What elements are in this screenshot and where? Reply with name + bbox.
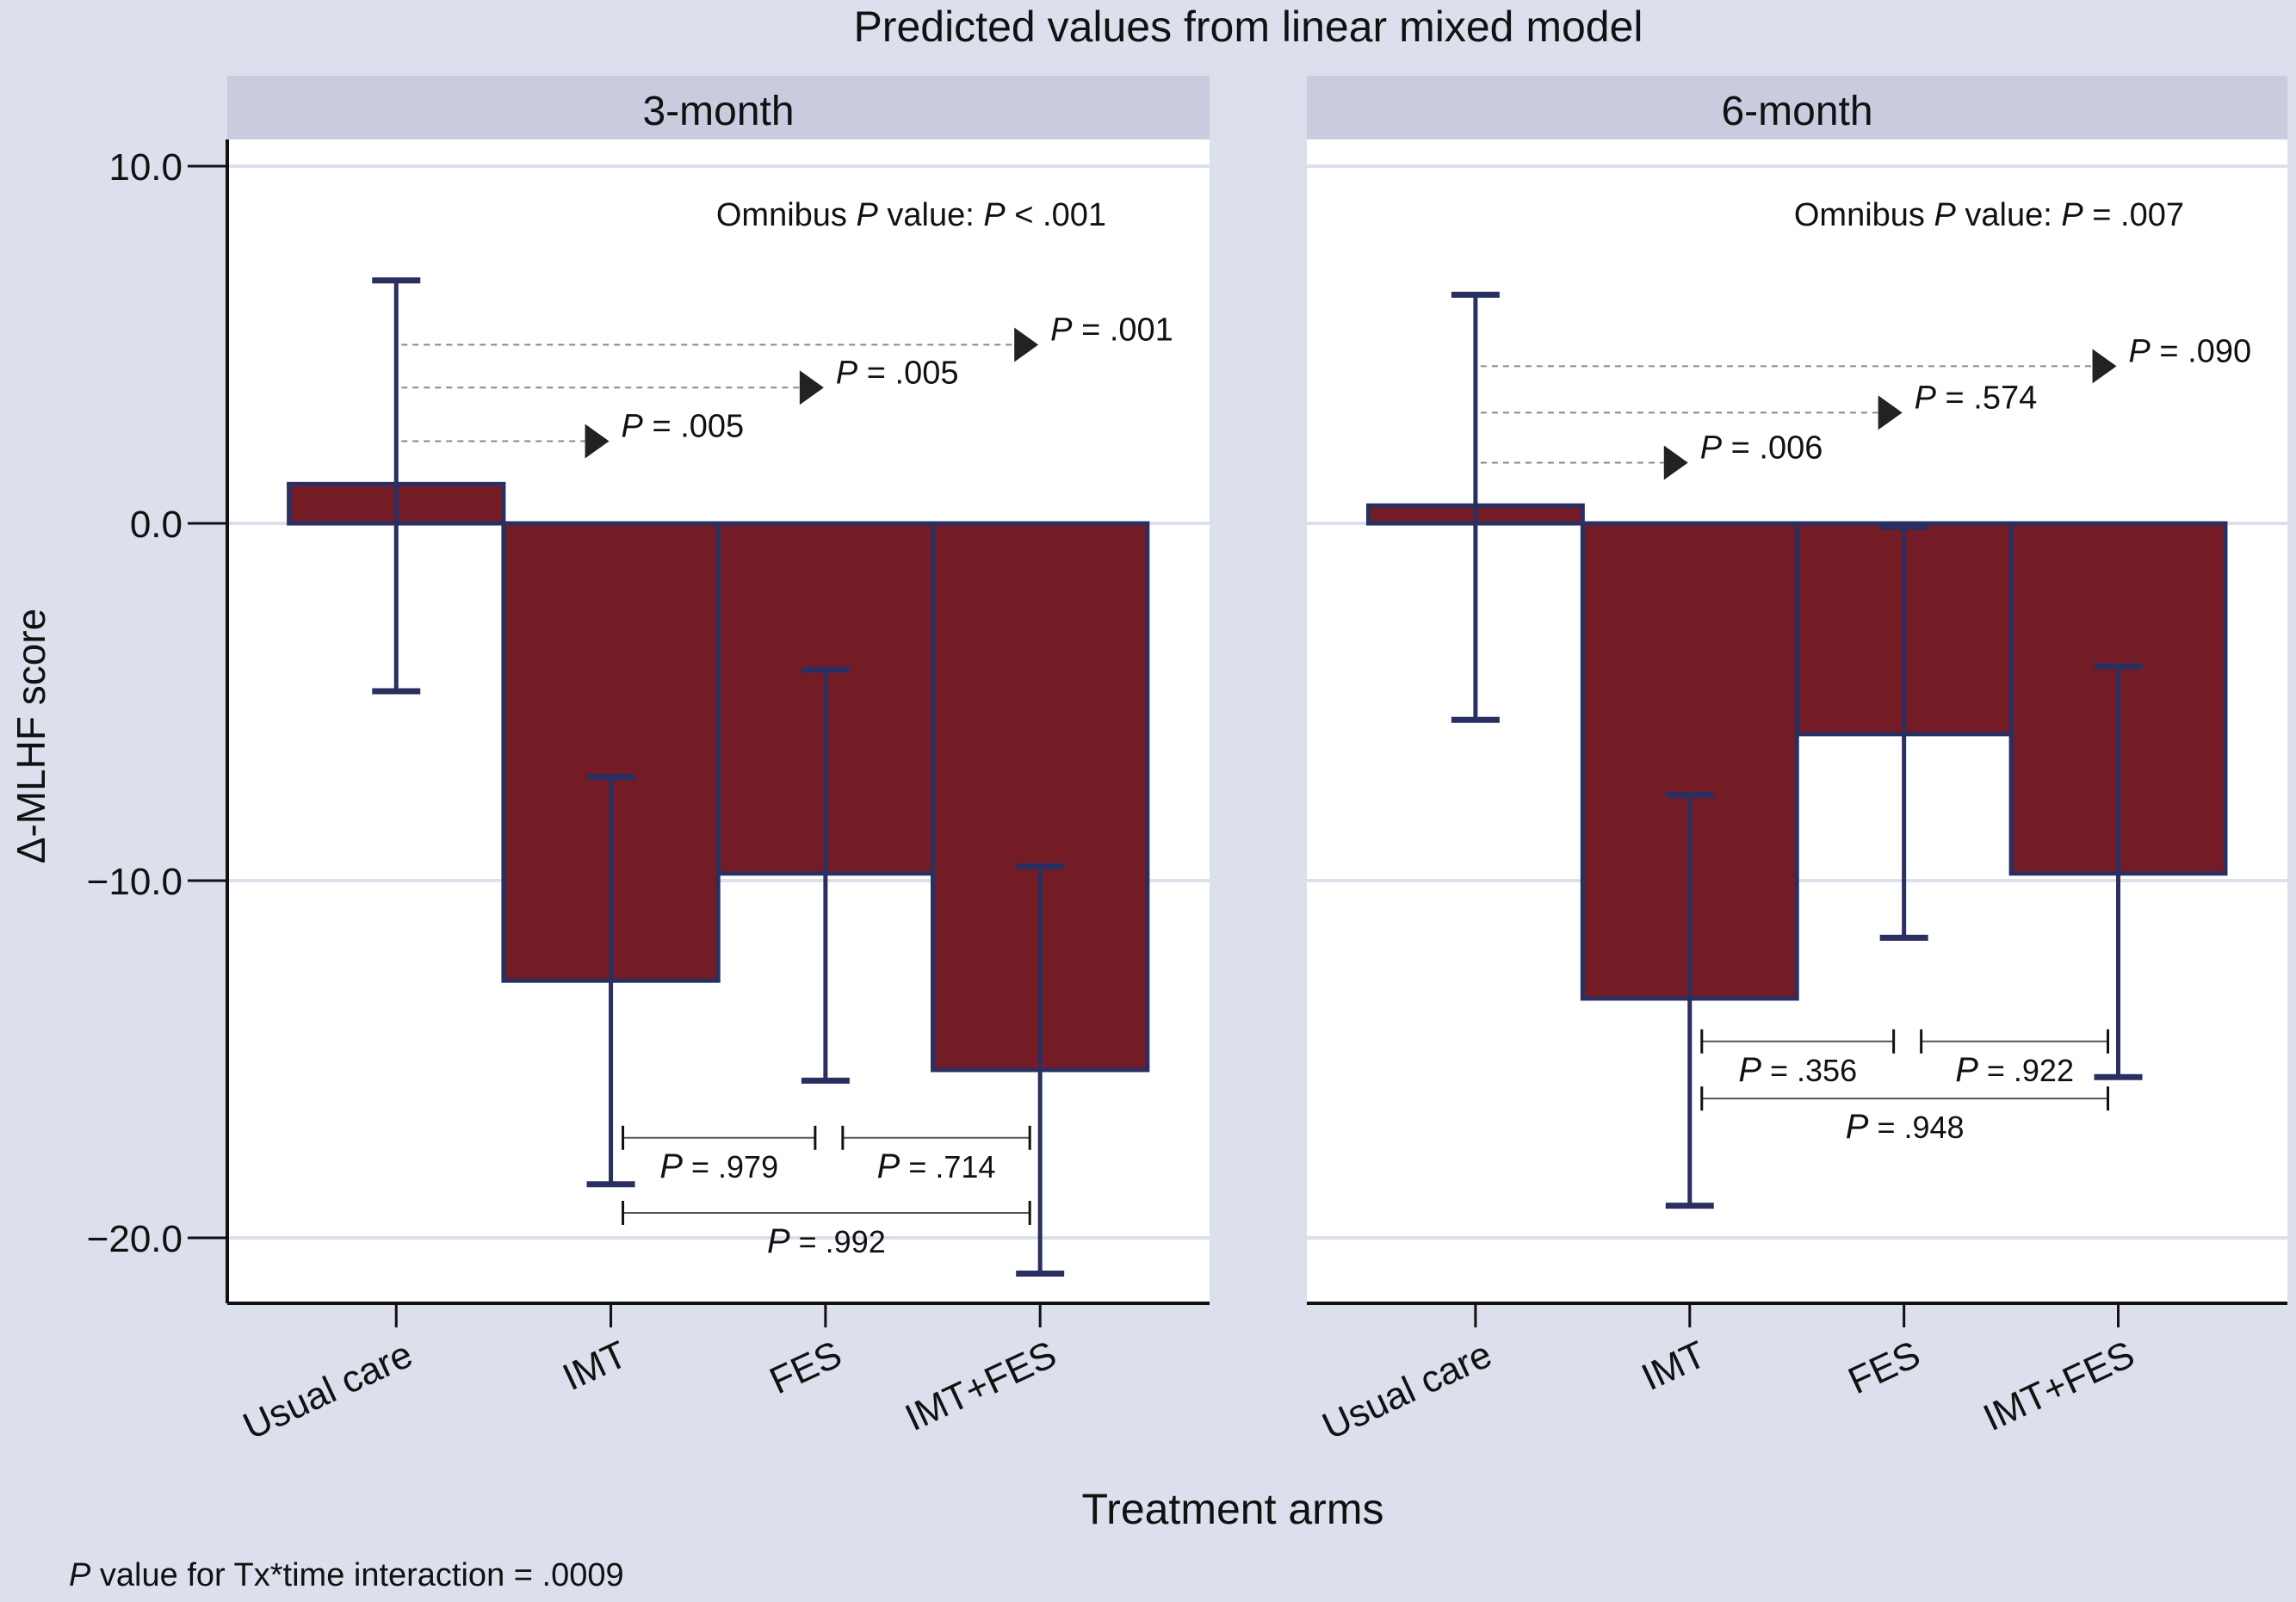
x-tick-label: Usual care: [1316, 1333, 1498, 1448]
arrow-head: [1878, 395, 1903, 430]
p-text: = .948: [1868, 1110, 1964, 1145]
pairwise-p-value: P = .922: [1955, 1051, 2074, 1089]
p-italic: P: [2129, 333, 2151, 369]
omnibus-part: Omnibus: [716, 197, 857, 233]
x-tick-label: IMT: [1636, 1333, 1712, 1399]
comparison-p-value: P = .090: [2129, 333, 2252, 369]
p-italic: P: [1738, 1051, 1761, 1089]
pairwise-p-value: P = .948: [1846, 1108, 1965, 1146]
comparison-p-value: P = .005: [836, 355, 959, 391]
p-italic: P: [877, 1147, 900, 1185]
x-tick-label: IMT+FES: [1977, 1333, 2141, 1439]
p-italic: P: [1050, 312, 1073, 349]
p-text: = .574: [1936, 380, 2037, 416]
p-italic: P: [1846, 1108, 1869, 1146]
x-tick-label: FES: [764, 1333, 848, 1403]
p-italic: P: [767, 1222, 790, 1260]
panels: 3-month 10.0 0.0 −10.0 −20.0 Omnibus P value:…: [87, 76, 2287, 1448]
chart-title: Predicted values from linear mixed model: [853, 3, 1643, 51]
y-axis-label: Δ-MLHF score: [9, 609, 53, 864]
p-italic: P: [1915, 380, 1937, 416]
p-italic: P: [659, 1147, 683, 1185]
pairwise-p-value: P = .714: [877, 1147, 996, 1185]
omnibus-part: < .001: [1006, 197, 1106, 233]
y-tick-label: 0.0: [130, 504, 183, 546]
panel-label: 3-month: [642, 89, 794, 134]
panel-strip: [227, 76, 1210, 139]
y-tick-label: −20.0: [87, 1218, 183, 1260]
x-tick-label: Usual care: [237, 1333, 418, 1448]
omnibus-part: value:: [878, 197, 984, 233]
p-text: = .714: [900, 1149, 995, 1184]
omnibus-part: value:: [1956, 197, 2062, 233]
x-axis-label: Treatment arms: [1081, 1485, 1383, 1533]
p-text: = .001: [1073, 312, 1173, 349]
p-italic: P: [1700, 430, 1723, 466]
p-text: = .005: [857, 355, 958, 391]
comparison-p-value: P = .574: [1915, 380, 2038, 416]
arrow-head: [1014, 327, 1039, 362]
p-italic: P: [622, 409, 644, 445]
comparison-p-value: P = .005: [622, 409, 745, 445]
p-italic: P: [836, 355, 858, 391]
omnibus-part: P: [1934, 197, 1956, 233]
x-tick-label: FES: [1842, 1333, 1927, 1403]
omnibus-part: Omnibus: [1794, 197, 1934, 233]
footnote: P value for Tx*time interaction = .0009: [69, 1557, 624, 1593]
pairwise-p-value: P = .992: [767, 1222, 886, 1260]
panel-6-month: 6-month Omnibus P value: P = .007 Usual ca…: [1307, 76, 2287, 1448]
footnote-text: value for Tx*time interaction = .0009: [90, 1557, 623, 1593]
omnibus-part: P: [983, 197, 1006, 233]
pairwise-p-value: P = .356: [1738, 1051, 1857, 1089]
p-text: = .979: [683, 1149, 778, 1184]
x-tick-label: IMT: [556, 1333, 633, 1399]
omnibus-part: = .007: [2083, 197, 2184, 233]
omnibus-part: P: [2061, 197, 2083, 233]
arrow-head: [2092, 349, 2117, 384]
arrow-head: [585, 424, 610, 459]
panel-3-month: 3-month 10.0 0.0 −10.0 −20.0 Omnibus P value:…: [87, 76, 1210, 1448]
pairwise-p-value: P = .979: [659, 1147, 778, 1185]
p-text: = .922: [1978, 1053, 2074, 1088]
x-tick-label: IMT+FES: [899, 1333, 1062, 1439]
y-tick-label: 10.0: [108, 146, 183, 189]
arrow-head: [1663, 445, 1688, 480]
y-tick-label: −10.0: [87, 861, 183, 903]
p-italic: P: [1955, 1051, 1978, 1089]
p-text: = .090: [2151, 333, 2251, 369]
panel-strip: [1307, 76, 2287, 139]
comparison-p-value: P = .006: [1700, 430, 1823, 466]
p-text: = .356: [1761, 1053, 1857, 1088]
panel-label: 6-month: [1721, 89, 1872, 134]
p-text: = .005: [643, 409, 744, 445]
p-text: = .992: [790, 1224, 886, 1259]
arrow-head: [799, 370, 824, 405]
omnibus-p-value: Omnibus P value: P < .001: [716, 197, 1106, 233]
p-text: = .006: [1722, 430, 1823, 466]
omnibus-p-value: Omnibus P value: P = .007: [1794, 197, 2184, 233]
footnote-p: P: [69, 1557, 91, 1593]
comparison-p-value: P = .001: [1050, 312, 1173, 349]
omnibus-part: P: [856, 197, 878, 233]
